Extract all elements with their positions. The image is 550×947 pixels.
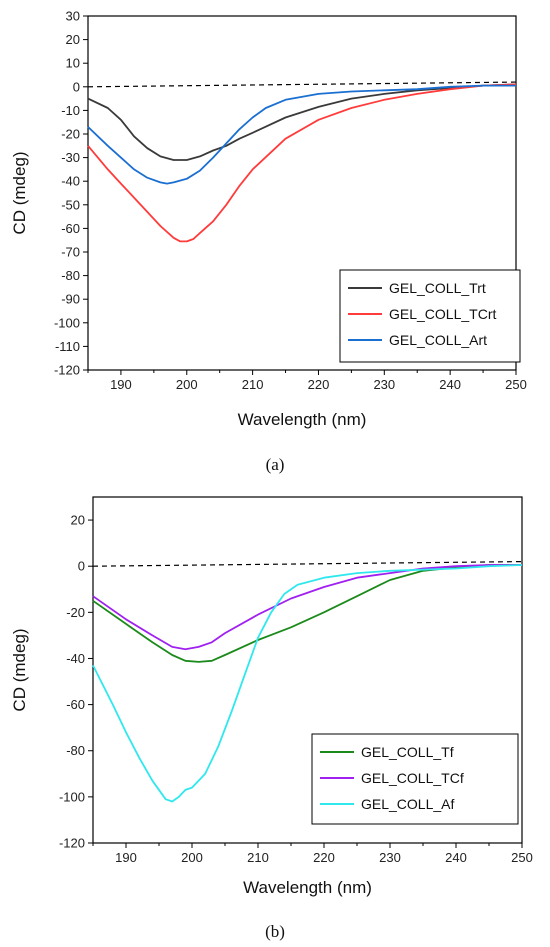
legend-entry: GEL_COLL_TCf <box>361 770 464 786</box>
y-tick-label: -20 <box>61 127 80 142</box>
x-tick-label: 210 <box>247 850 269 865</box>
series-line-gel-coll-trt <box>87 83 517 161</box>
y-tick-label: -30 <box>61 150 80 165</box>
y-tick-label: -40 <box>61 174 80 189</box>
panel-label-b: (b) <box>265 922 285 941</box>
y-tick-label: -40 <box>66 651 85 666</box>
y-tick-label: -80 <box>61 268 80 283</box>
y-tick-label: -100 <box>54 315 80 330</box>
legend-entry: GEL_COLL_Af <box>361 796 454 812</box>
y-tick-label: -100 <box>59 789 85 804</box>
y-tick-label: -70 <box>61 245 80 260</box>
plot-frame <box>87 15 517 371</box>
panel-label-a: (a) <box>266 455 285 474</box>
y-tick-label: 30 <box>66 9 80 24</box>
x-tick-label: 200 <box>181 850 203 865</box>
plot-frame <box>92 496 523 844</box>
x-tick-label: 220 <box>313 850 335 865</box>
series-line-gel-coll-art <box>87 84 516 185</box>
y-tick-label: -80 <box>66 743 85 758</box>
y-tick-label: -10 <box>61 103 80 118</box>
y-tick-label: -60 <box>66 697 85 712</box>
x-tick-label: 250 <box>505 377 527 392</box>
series-line-gel-coll-tcf <box>92 564 522 651</box>
x-tick-label: 230 <box>373 377 395 392</box>
x-tick-label: 240 <box>445 850 467 865</box>
y-tick-label: -110 <box>55 339 80 354</box>
x-tick-label: 250 <box>511 850 533 865</box>
x-tick-label: 220 <box>308 377 330 392</box>
y-tick-label: -60 <box>61 221 80 236</box>
x-tick-label: 230 <box>379 850 401 865</box>
y-tick-label: 20 <box>66 32 80 47</box>
legend-entry: GEL_COLL_Tf <box>361 744 454 760</box>
series-line-gel-coll-tcrt <box>87 83 517 243</box>
chart-panel-a: 190 200 210 220 230 240 250 30 20 10 0 -10 -20 -30 -40… <box>10 9 527 430</box>
y-tick-label: 0 <box>73 79 80 94</box>
y-tick-label: 10 <box>66 56 80 71</box>
x-tick-label: 190 <box>110 377 132 392</box>
y-tick-label: 20 <box>71 513 85 528</box>
y-axis-title: CD (mdeg) <box>10 628 29 711</box>
x-tick-label: 210 <box>242 377 264 392</box>
x-tick-label: 200 <box>176 377 198 392</box>
chart-panel-b: 190 200 210 220 230 240 250200-20-40-60-80-100… <box>10 496 533 897</box>
legend-entry: GEL_COLL_Trt <box>389 280 486 296</box>
x-tick-label: 240 <box>439 377 461 392</box>
x-tick-label: 190 <box>115 850 137 865</box>
y-tick-label: -120 <box>59 836 85 851</box>
series-line-gel-coll-tf <box>92 564 522 663</box>
y-tick-label: -120 <box>54 363 80 378</box>
x-axis-title: Wavelength (nm) <box>243 878 372 897</box>
series-line-gel-coll-af <box>92 564 523 803</box>
y-tick-label: -20 <box>66 605 85 620</box>
y-tick-label: -90 <box>61 292 80 307</box>
y-tick-label: 0 <box>78 559 85 574</box>
legend-entry: GEL_COLL_TCrt <box>389 306 496 322</box>
legend-entry: GEL_COLL_Art <box>389 332 487 348</box>
x-axis-title: Wavelength (nm) <box>238 410 367 429</box>
legend-box <box>339 269 521 363</box>
y-tick-label: -50 <box>61 197 80 212</box>
y-axis-title: CD (mdeg) <box>10 151 29 234</box>
